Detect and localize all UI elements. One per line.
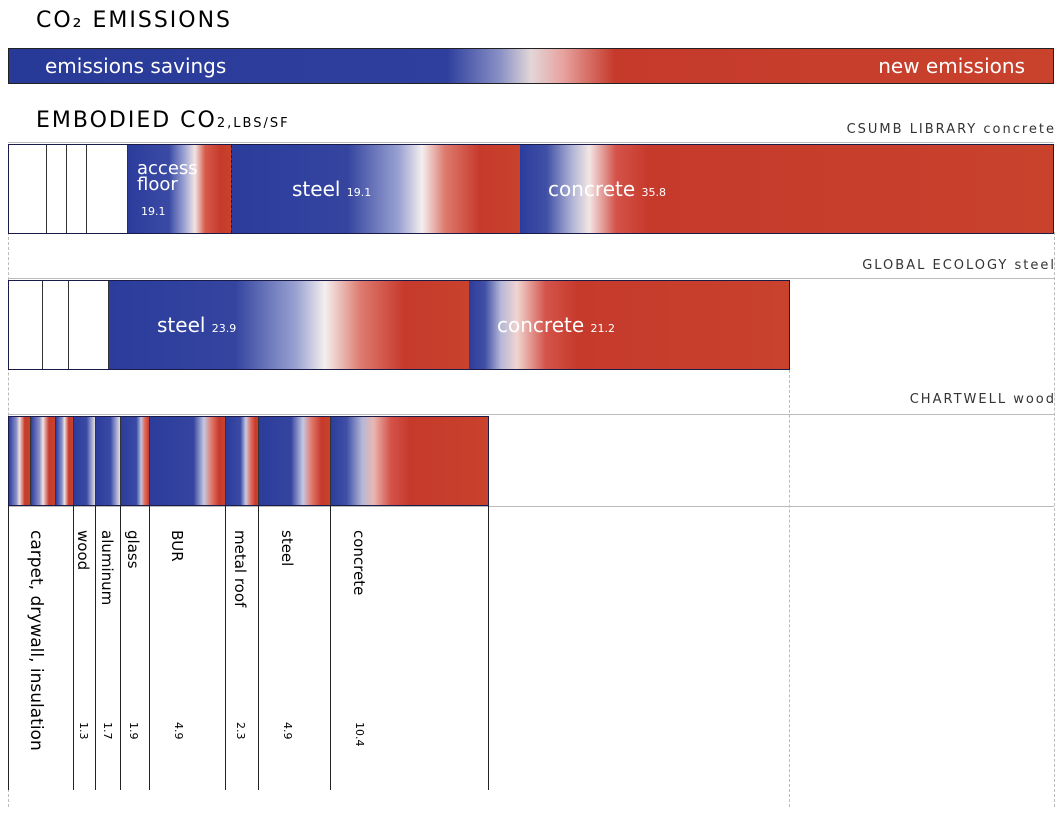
ge-steel-seg: steel 23.9 — [109, 281, 469, 369]
grid-line-mid — [789, 370, 790, 807]
ge-white-seg — [43, 281, 69, 369]
title: CO₂ EMISSIONS — [36, 8, 233, 33]
embodied-title: EMBODIED CO2,LBS/SF — [36, 108, 290, 133]
scale-right-label: new emissions — [878, 54, 1025, 78]
chartwell-seg-bur — [150, 417, 226, 505]
chartwell-seg-steel — [259, 417, 331, 505]
ge-steel-label: steel 23.9 — [157, 313, 236, 337]
global-ecology-bar: steel 23.9 concrete 21.2 — [8, 280, 790, 370]
chartwell-material-value: 4.9 — [281, 722, 294, 740]
chartwell-material-label: BUR — [168, 530, 186, 562]
chartwell-seg-glass — [121, 417, 150, 505]
csumb-bar: access floor 19.1 steel 19.1 concrete 35… — [8, 144, 1054, 234]
chartwell-seg-wood — [74, 417, 96, 505]
chartwell-col-line — [149, 506, 150, 790]
ge-steel-name: steel — [157, 313, 206, 337]
chartwell-col-line — [73, 506, 74, 790]
csumb-concrete-value: 35.8 — [641, 186, 667, 199]
ge-concrete-value: 21.2 — [590, 322, 616, 335]
ge-concrete-name: concrete — [497, 313, 585, 337]
chartwell-seg — [56, 417, 74, 505]
chartwell-col-line — [488, 506, 489, 790]
embodied-title-text: EMBODIED CO — [36, 108, 217, 133]
chartwell-col-line — [95, 506, 96, 790]
ge-steel-value: 23.9 — [211, 322, 237, 335]
grid-line-right — [1054, 232, 1055, 807]
chartwell-seg-aluminum — [96, 417, 121, 505]
csumb-access-floor-label: access floor — [137, 158, 198, 195]
chartwell-material-value: 10.4 — [353, 722, 366, 747]
ge-white-seg — [69, 281, 109, 369]
chartwell-material-label: aluminum — [98, 530, 116, 606]
chartwell-material-label: metal roof — [231, 530, 249, 608]
chartwell-seg-concrete — [331, 417, 488, 505]
csumb-concrete-name: concrete — [548, 177, 636, 201]
chartwell-material-value: 2.3 — [234, 722, 247, 740]
chartwell-col-line — [225, 506, 226, 790]
chartwell-col-line — [120, 506, 121, 790]
chartwell-material-value: 1.9 — [127, 722, 140, 740]
csumb-concrete-label: concrete 35.8 — [548, 177, 666, 201]
rule-3 — [8, 414, 1054, 415]
chartwell-material-label: carpet, drywall, insulation — [26, 530, 46, 751]
csumb-white-seg — [47, 145, 67, 233]
chartwell-material-value: 4.9 — [172, 722, 185, 740]
chartwell-material-label: concrete — [350, 530, 368, 596]
ge-concrete-label: concrete 21.2 — [497, 313, 615, 337]
building-label-chartwell: CHARTWELL wood — [909, 392, 1056, 407]
rule-4 — [8, 506, 1054, 507]
building-label-csumb: CSUMB LIBRARY concrete — [846, 122, 1056, 137]
ge-concrete-seg: concrete 21.2 — [469, 281, 789, 369]
chartwell-bar — [8, 416, 489, 506]
embodied-unit: 2,LBS/SF — [216, 116, 290, 131]
chartwell-material-value: 1.3 — [77, 722, 90, 740]
chartwell-seg — [9, 417, 31, 505]
csumb-white-seg — [67, 145, 87, 233]
csumb-concrete-seg: concrete 35.8 — [520, 145, 1053, 233]
chartwell-material-label: wood — [74, 530, 92, 571]
emissions-scale-bar: emissions savings new emissions — [8, 48, 1054, 84]
building-label-global-ecology: GLOBAL ECOLOGY steel — [862, 258, 1056, 273]
csumb-steel-seg: steel 19.1 — [232, 145, 520, 233]
chartwell-col-line — [258, 506, 259, 790]
chartwell-seg — [31, 417, 56, 505]
chartwell-seg-metal-roof — [226, 417, 259, 505]
csumb-white-seg — [87, 145, 128, 233]
chartwell-col-line — [8, 506, 9, 790]
csumb-access-floor-seg: access floor 19.1 — [128, 145, 232, 233]
rule-top — [8, 142, 1054, 143]
chartwell-material-value: 1.7 — [101, 722, 114, 740]
chartwell-material-label: steel — [278, 530, 296, 567]
chartwell-col-line — [330, 506, 331, 790]
csumb-access-floor-value: 19.1 — [141, 205, 166, 218]
scale-left-label: emissions savings — [45, 54, 227, 78]
csumb-steel-label: steel 19.1 — [292, 177, 371, 201]
ge-white-seg — [9, 281, 43, 369]
csumb-steel-value: 19.1 — [346, 186, 372, 199]
rule-2 — [8, 278, 1054, 279]
csumb-white-seg — [9, 145, 47, 233]
chartwell-material-label: glass — [124, 530, 142, 569]
csumb-steel-name: steel — [292, 177, 341, 201]
